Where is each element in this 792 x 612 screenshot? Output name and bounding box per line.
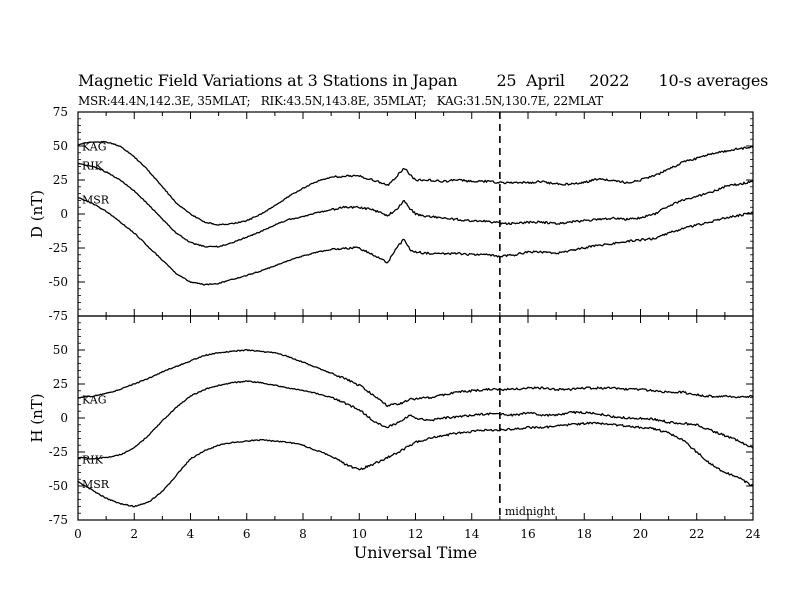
y-tick-label: 25 (53, 377, 68, 391)
x-tick-label: 24 (745, 527, 761, 541)
series-label: RIK (82, 453, 104, 466)
series-line-D-KAG (77, 140, 754, 226)
series-label: RIK (82, 160, 104, 173)
y-tick-label: 50 (53, 139, 68, 153)
y-tick-label: -25 (49, 445, 68, 459)
series-line-D-MSR (77, 197, 754, 286)
x-axis-label: Universal Time (354, 543, 477, 562)
chart-subtitle: MSR:44.4N,142.3E, 35MLAT; RIK:43.5N,143.… (78, 94, 603, 108)
x-tick-label: 8 (299, 527, 307, 541)
series-line-H-RIK (78, 380, 754, 460)
y-tick-label: 0 (60, 411, 68, 425)
y-axis-label: H (nT) (28, 393, 46, 442)
series-label: MSR (82, 478, 110, 491)
series-line-H-KAG (78, 348, 754, 408)
x-tick-label: 14 (464, 527, 480, 541)
series-line-D-RIK (77, 162, 754, 248)
y-tick-label: -50 (49, 479, 68, 493)
series-line-H-MSR (77, 421, 754, 508)
y-axis-label: D (nT) (28, 190, 46, 238)
x-tick-label: 22 (689, 527, 704, 541)
series-label: KAG (82, 141, 107, 154)
midnight-label: midnight (505, 505, 556, 518)
x-tick-label: 4 (187, 527, 195, 541)
x-tick-label: 10 (352, 527, 367, 541)
y-tick-label: -25 (49, 241, 68, 255)
y-tick-label: 75 (53, 105, 68, 119)
x-tick-label: 0 (74, 527, 82, 541)
y-tick-label: 50 (53, 343, 68, 357)
y-tick-label: 0 (60, 207, 68, 221)
y-tick-label: -75 (49, 513, 68, 527)
x-tick-label: 2 (130, 527, 138, 541)
x-tick-label: 18 (577, 527, 592, 541)
series-label: KAG (82, 394, 107, 407)
x-tick-label: 6 (243, 527, 251, 541)
y-tick-label: -50 (49, 275, 68, 289)
x-tick-label: 20 (633, 527, 648, 541)
y-tick-label: -75 (49, 309, 68, 323)
x-tick-label: 12 (408, 527, 423, 541)
series-label: MSR (82, 194, 110, 207)
chart-title: Magnetic Field Variations at 3 Stations … (78, 71, 769, 90)
x-tick-label: 16 (520, 527, 535, 541)
y-tick-label: 25 (53, 173, 68, 187)
